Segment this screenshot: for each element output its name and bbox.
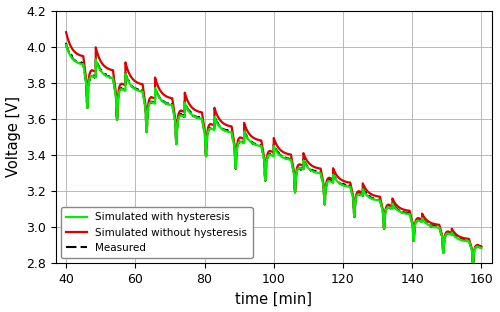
Measured xyxy=(389,206,395,210)
Measured xyxy=(398,211,404,214)
Simulated without hysteresis xyxy=(389,204,395,208)
Simulated with hysteresis xyxy=(398,210,404,214)
Measured xyxy=(468,244,473,247)
Simulated without hysteresis xyxy=(300,164,306,168)
Measured xyxy=(300,167,306,171)
Line: Simulated without hysteresis: Simulated without hysteresis xyxy=(66,32,482,265)
Simulated without hysteresis xyxy=(63,30,69,34)
Simulated with hysteresis xyxy=(300,168,306,171)
Simulated without hysteresis xyxy=(470,258,476,262)
Line: Measured: Measured xyxy=(66,43,482,265)
Simulated without hysteresis xyxy=(398,207,404,210)
Simulated without hysteresis xyxy=(117,83,123,87)
Simulated with hysteresis xyxy=(117,88,123,92)
Legend: Simulated with hysteresis, Simulated without hysteresis, Measured: Simulated with hysteresis, Simulated wit… xyxy=(61,207,252,258)
Measured xyxy=(117,88,123,92)
Y-axis label: Voltage [V]: Voltage [V] xyxy=(6,96,20,177)
Simulated with hysteresis xyxy=(468,243,473,247)
Simulated without hysteresis xyxy=(468,241,473,245)
Simulated with hysteresis xyxy=(63,43,69,47)
Simulated with hysteresis xyxy=(470,263,476,267)
Measured xyxy=(478,244,484,248)
Simulated without hysteresis xyxy=(478,245,484,248)
Measured xyxy=(470,263,476,266)
Measured xyxy=(470,258,476,262)
Measured xyxy=(63,41,69,45)
Line: Simulated with hysteresis: Simulated with hysteresis xyxy=(66,45,482,265)
Simulated with hysteresis xyxy=(478,246,484,250)
Simulated without hysteresis xyxy=(470,263,476,267)
Simulated with hysteresis xyxy=(470,258,476,262)
X-axis label: time [min]: time [min] xyxy=(236,291,312,306)
Simulated with hysteresis xyxy=(389,207,395,210)
